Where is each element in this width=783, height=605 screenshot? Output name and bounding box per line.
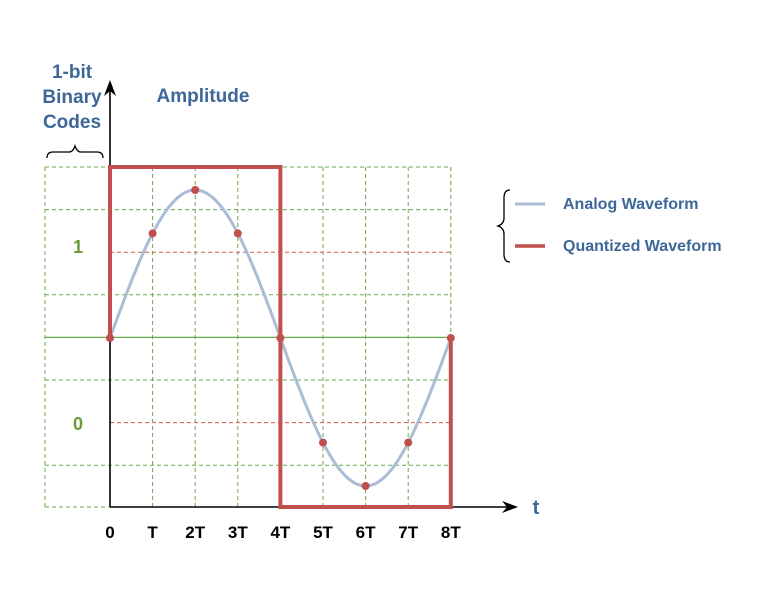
legend-quantized-label: Quantized Waveform bbox=[563, 238, 722, 255]
sample-point bbox=[191, 186, 200, 194]
grid bbox=[44, 166, 452, 508]
time-tick-label: 5T bbox=[313, 523, 333, 542]
codes-title-line2: Binary bbox=[42, 87, 102, 108]
codes-brace-icon bbox=[46, 143, 104, 159]
time-axis-label: t bbox=[533, 497, 540, 519]
time-axis-arrow-icon bbox=[502, 501, 518, 513]
code-zero-label: 0 bbox=[73, 414, 83, 434]
sample-point bbox=[106, 334, 114, 342]
time-tick-label: 7T bbox=[398, 523, 418, 542]
time-tick-label: 3T bbox=[228, 523, 248, 542]
time-tick-label: 0 bbox=[105, 523, 114, 542]
sample-points bbox=[106, 186, 455, 490]
sample-point bbox=[361, 482, 370, 490]
axes bbox=[104, 80, 518, 513]
sample-point bbox=[446, 334, 455, 342]
legend-analog-label: Analog Waveform bbox=[563, 196, 698, 213]
amplitude-axis-arrow-icon bbox=[104, 80, 116, 96]
time-tick-label: 2T bbox=[185, 523, 205, 542]
sample-point bbox=[276, 334, 285, 342]
sample-point bbox=[319, 438, 327, 447]
sample-point bbox=[148, 229, 157, 238]
codes-title-line3: Codes bbox=[43, 112, 101, 133]
sample-point bbox=[233, 229, 242, 238]
time-tick-label: 8T bbox=[441, 523, 461, 542]
legend: Analog Waveform Quantized Waveform bbox=[495, 189, 722, 263]
time-tick-label: 4T bbox=[270, 523, 290, 542]
time-tick-label: 6T bbox=[356, 523, 376, 542]
time-tick-label: T bbox=[147, 523, 158, 542]
time-tick-labels: 0 T 2T 3T 4T 5T 6T 7T 8T bbox=[105, 523, 461, 542]
code-one-label: 1 bbox=[73, 237, 83, 257]
sample-point bbox=[404, 438, 413, 447]
codes-title-line1: 1-bit bbox=[52, 62, 93, 83]
legend-brace-icon bbox=[495, 189, 511, 263]
amplitude-label: Amplitude bbox=[157, 86, 250, 107]
